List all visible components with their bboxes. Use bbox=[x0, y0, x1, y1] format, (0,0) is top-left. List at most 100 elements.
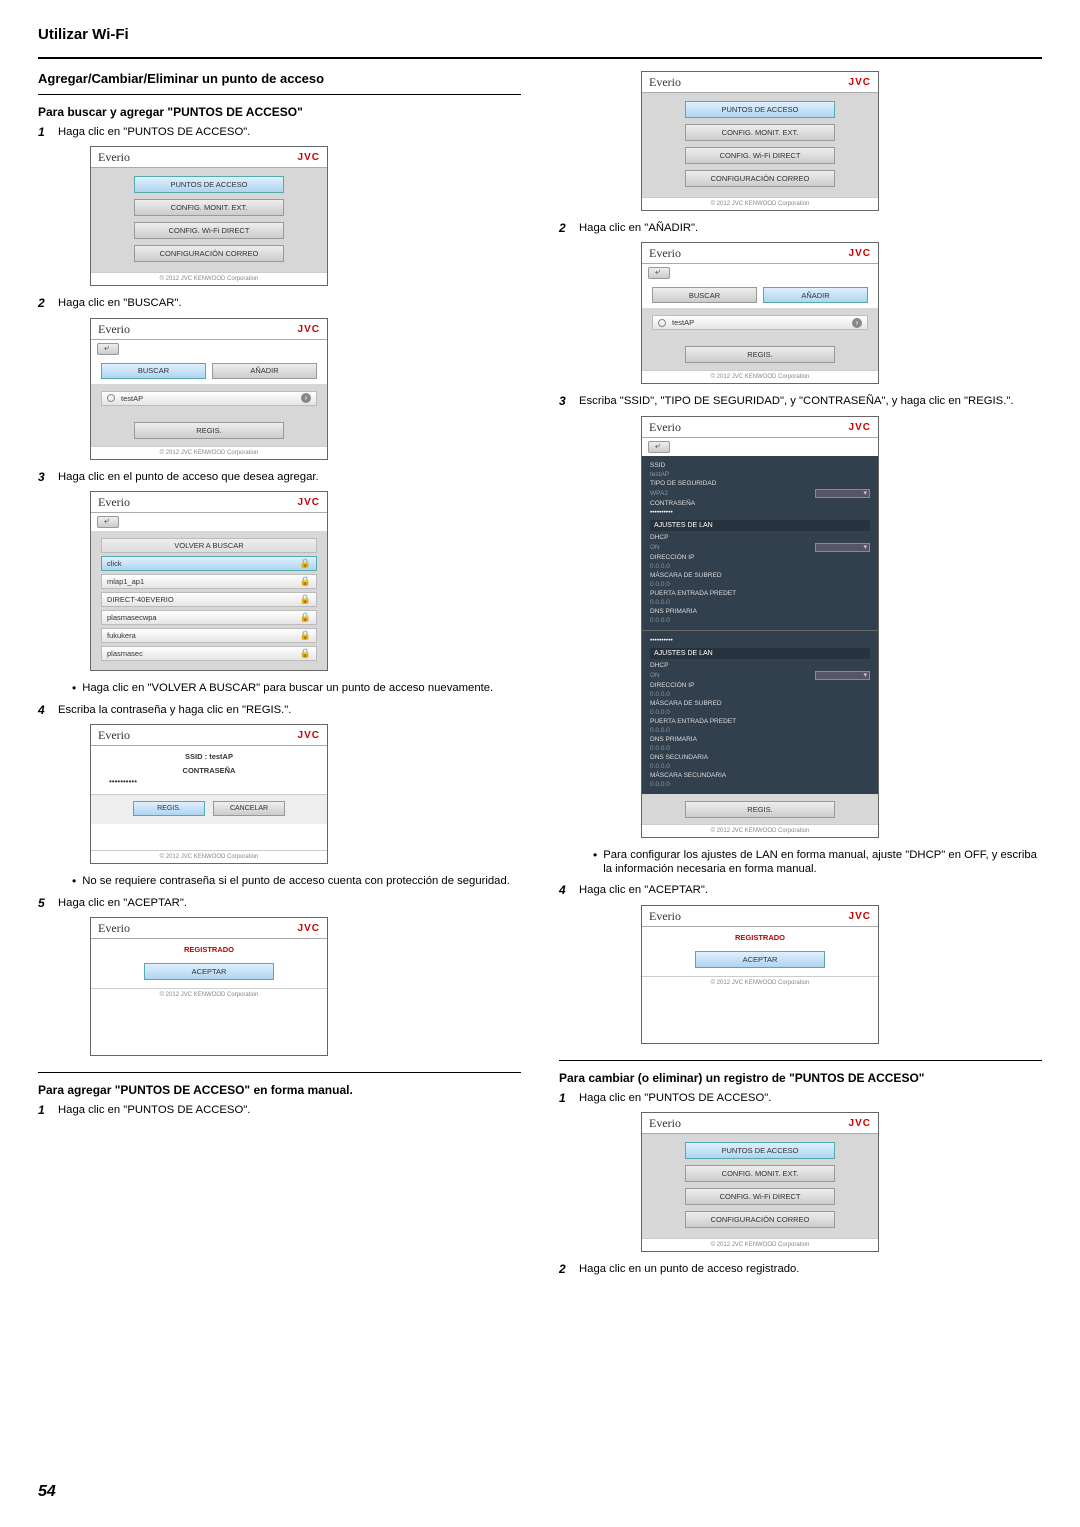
menu-puntos-button[interactable]: PUNTOS DE ACCESO bbox=[134, 176, 284, 193]
field-label: MÁSCARA SECUNDARIA bbox=[650, 772, 726, 779]
left-column: Agregar/Cambiar/Eliminar un punto de acc… bbox=[38, 71, 521, 1281]
menu-puntos-button[interactable]: PUNTOS DE ACCESO bbox=[685, 101, 835, 118]
dropdown[interactable] bbox=[815, 671, 870, 680]
step-number: 2 bbox=[559, 1262, 579, 1277]
jvc-logo: JVC bbox=[298, 730, 320, 741]
jvc-logo: JVC bbox=[849, 422, 871, 433]
section-header: AJUSTES DE LAN bbox=[650, 648, 870, 659]
field-value: testAP bbox=[650, 471, 669, 478]
lock-icon: 🔒 bbox=[300, 630, 311, 641]
radio-icon bbox=[658, 319, 666, 327]
figure-ap-list: EverioJVC VOLVER A BUSCAR click🔒 mlap1_a… bbox=[90, 491, 328, 671]
volver-buscar-button[interactable]: VOLVER A BUSCAR bbox=[101, 538, 317, 553]
regis-button[interactable]: REGIS. bbox=[134, 422, 284, 439]
figure-main-menu: EverioJVC PUNTOS DE ACCESO CONFIG. MONIT… bbox=[641, 1112, 879, 1252]
field-value: 0.0.0.0 bbox=[650, 709, 670, 716]
field-label: DNS PRIMARIA bbox=[650, 736, 697, 743]
menu-wifi-direct-button[interactable]: CONFIG. Wi-Fi DIRECT bbox=[134, 222, 284, 239]
anadir-tab[interactable]: AÑADIR bbox=[212, 363, 317, 379]
menu-wifi-direct-button[interactable]: CONFIG. Wi-Fi DIRECT bbox=[685, 147, 835, 164]
menu-wifi-direct-button[interactable]: CONFIG. Wi-Fi DIRECT bbox=[685, 1188, 835, 1205]
field-label: DIRECCIÓN IP bbox=[650, 554, 694, 561]
field-label: SSID bbox=[650, 462, 665, 469]
field-value: 0.0.0.0 bbox=[650, 763, 670, 770]
step-text: Haga clic en el punto de acceso que dese… bbox=[58, 470, 521, 485]
note-text: Haga clic en "VOLVER A BUSCAR" para busc… bbox=[72, 681, 521, 697]
copyright: © 2012 JVC KENWOOD Corporation bbox=[642, 976, 878, 989]
anadir-tab[interactable]: AÑADIR bbox=[763, 287, 868, 303]
back-icon[interactable] bbox=[97, 343, 119, 355]
everio-logo: Everio bbox=[98, 495, 130, 510]
regis-button[interactable]: REGIS. bbox=[685, 346, 835, 363]
figure-main-menu: EverioJVC PUNTOS DE ACCESO CONFIG. MONIT… bbox=[641, 71, 879, 211]
ap-name: testAP bbox=[121, 394, 143, 403]
ap-row[interactable]: fukukera🔒 bbox=[101, 628, 317, 643]
divider bbox=[38, 94, 521, 95]
back-icon[interactable] bbox=[97, 516, 119, 528]
dropdown[interactable] bbox=[815, 543, 870, 552]
figure-form-top: EverioJVC SSID testAP TIPO DE SEGURIDAD … bbox=[641, 416, 879, 631]
ap-row[interactable]: testAP› bbox=[652, 315, 868, 330]
divider bbox=[38, 57, 1042, 59]
field-value: ON bbox=[650, 672, 660, 679]
regis-button[interactable]: REGIS. bbox=[133, 801, 205, 816]
jvc-logo: JVC bbox=[298, 497, 320, 508]
field-value: 0.0.0.0 bbox=[650, 617, 670, 624]
back-icon[interactable] bbox=[648, 267, 670, 279]
registrado-label: REGISTRADO bbox=[642, 929, 878, 943]
copyright: © 2012 JVC KENWOOD Corporation bbox=[91, 988, 327, 1001]
lock-icon: 🔒 bbox=[300, 648, 311, 659]
ap-row[interactable]: plasmasecwpa 🔒 bbox=[101, 610, 317, 625]
field-value: 0.0.0.0 bbox=[650, 563, 670, 570]
menu-config-correo-button[interactable]: CONFIGURACIÓN CORREO bbox=[685, 1211, 835, 1228]
menu-config-ext-button[interactable]: CONFIG. MONIT. EXT. bbox=[685, 124, 835, 141]
aceptar-button[interactable]: ACEPTAR bbox=[144, 963, 274, 980]
aceptar-button[interactable]: ACEPTAR bbox=[695, 951, 825, 968]
field-value: 0.0.0.0 bbox=[650, 599, 670, 606]
heading-change-delete: Para cambiar (o eliminar) un registro de… bbox=[559, 1071, 1042, 1085]
buscar-tab[interactable]: BUSCAR bbox=[652, 287, 757, 303]
section-header: AJUSTES DE LAN bbox=[650, 520, 870, 531]
dropdown[interactable] bbox=[815, 489, 870, 498]
step-number: 2 bbox=[38, 296, 58, 311]
menu-config-correo-button[interactable]: CONFIGURACIÓN CORREO bbox=[134, 245, 284, 262]
page-section-title: Utilizar Wi-Fi bbox=[38, 26, 1042, 43]
back-icon[interactable] bbox=[648, 441, 670, 453]
page-number: 54 bbox=[38, 1483, 56, 1501]
everio-logo: Everio bbox=[649, 75, 681, 90]
step-text: Haga clic en un punto de acceso registra… bbox=[579, 1262, 1042, 1277]
cancel-button[interactable]: CANCELAR bbox=[213, 801, 285, 816]
ap-row[interactable]: plasmasec🔒 bbox=[101, 646, 317, 661]
regis-button[interactable]: REGIS. bbox=[685, 801, 835, 818]
step-number: 2 bbox=[559, 221, 579, 236]
contrasena-label: CONTRASEÑA bbox=[91, 762, 327, 776]
copyright: © 2012 JVC KENWOOD Corporation bbox=[91, 850, 327, 863]
step-number: 3 bbox=[559, 394, 579, 409]
figure-anadir-tab: EverioJVC BUSCAR AÑADIR testAP› REGIS. ©… bbox=[641, 242, 879, 384]
password-dots: •••••••••• bbox=[650, 637, 673, 644]
divider bbox=[38, 1072, 521, 1073]
ap-row[interactable]: mlap1_ap1🔒 bbox=[101, 574, 317, 589]
field-label: MÁSCARA DE SUBRED bbox=[650, 572, 722, 579]
ap-row[interactable]: DIRECT-40EVERIO🔒 bbox=[101, 592, 317, 607]
field-label: CONTRASEÑA bbox=[650, 500, 695, 507]
ap-name: click bbox=[107, 559, 122, 568]
jvc-logo: JVC bbox=[849, 911, 871, 922]
step-number: 1 bbox=[559, 1091, 579, 1106]
ap-row[interactable]: click🔒 bbox=[101, 556, 317, 571]
registrado-label: REGISTRADO bbox=[91, 941, 327, 955]
menu-config-ext-button[interactable]: CONFIG. MONIT. EXT. bbox=[685, 1165, 835, 1182]
field-label: PUERTA ENTRADA PREDET bbox=[650, 590, 736, 597]
menu-config-ext-button[interactable]: CONFIG. MONIT. EXT. bbox=[134, 199, 284, 216]
ap-name: mlap1_ap1 bbox=[107, 577, 144, 586]
figure-form-bottom: •••••••••• AJUSTES DE LAN DHCP ON DIRECC… bbox=[641, 631, 879, 838]
buscar-tab[interactable]: BUSCAR bbox=[101, 363, 206, 379]
menu-config-correo-button[interactable]: CONFIGURACIÓN CORREO bbox=[685, 170, 835, 187]
note-text: No se requiere contraseña si el punto de… bbox=[72, 874, 521, 890]
menu-puntos-button[interactable]: PUNTOS DE ACCESO bbox=[685, 1142, 835, 1159]
ap-name: plasmasecwpa bbox=[107, 613, 157, 622]
lock-icon: 🔒 bbox=[300, 612, 311, 623]
copyright: © 2012 JVC KENWOOD Corporation bbox=[91, 272, 327, 285]
everio-logo: Everio bbox=[98, 150, 130, 165]
ap-row[interactable]: testAP› bbox=[101, 391, 317, 406]
